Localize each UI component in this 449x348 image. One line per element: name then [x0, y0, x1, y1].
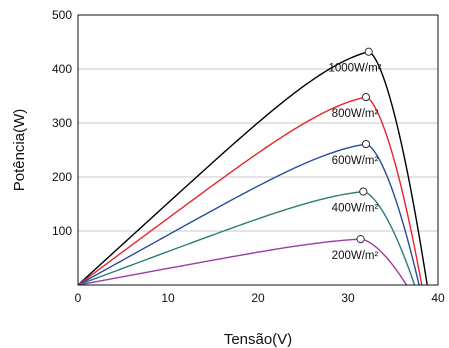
x-tick-label: 20 [251, 291, 265, 305]
series-curves [77, 50, 428, 286]
y-tick-label: 300 [52, 116, 72, 130]
x-tick-labels: 0 10 20 30 40 [75, 291, 445, 305]
series-label: 800W/m² [332, 108, 379, 120]
series-line [77, 238, 408, 286]
y-tick-label: 400 [52, 62, 72, 76]
series-labels: 1000W/m² 800W/m² 600W/m² 400W/m² 200W/m² [328, 63, 381, 262]
x-tick-label: 30 [341, 291, 355, 305]
y-axis-label: Potência(W) [11, 109, 28, 192]
mpp-point [359, 187, 368, 196]
series-line [77, 96, 423, 286]
x-axis-label: Tensão(V) [224, 331, 292, 348]
series-label: 600W/m² [332, 155, 379, 167]
mpp-markers [356, 47, 373, 244]
y-tick-label: 200 [52, 170, 72, 184]
series-line [77, 50, 428, 286]
y-tick-label: 500 [52, 8, 72, 22]
series-label: 1000W/m² [328, 63, 381, 75]
x-tick-label: 40 [431, 291, 445, 305]
x-tick-label: 0 [75, 291, 82, 305]
plot-frame [77, 14, 439, 286]
series-label: 400W/m² [332, 203, 379, 215]
x-tick-label: 10 [161, 291, 175, 305]
series-label: 200W/m² [332, 250, 379, 262]
mpp-point [364, 47, 373, 56]
mpp-point [356, 235, 365, 244]
mpp-point [361, 139, 371, 149]
series-line [77, 143, 420, 286]
mpp-point [361, 92, 371, 102]
series-line [77, 190, 416, 286]
y-tick-label: 100 [52, 224, 72, 238]
y-tick-labels: 100 200 300 400 500 [52, 8, 72, 238]
